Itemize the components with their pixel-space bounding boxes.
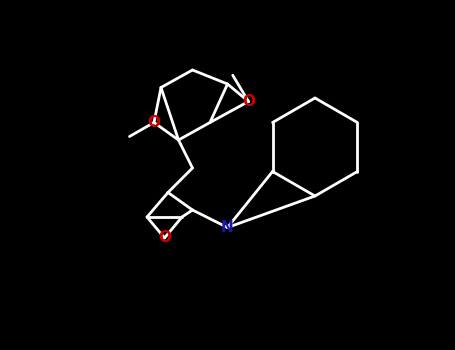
Text: O: O [242,94,255,109]
Text: O: O [147,115,161,130]
Text: O: O [158,231,171,245]
Text: N: N [221,220,234,235]
